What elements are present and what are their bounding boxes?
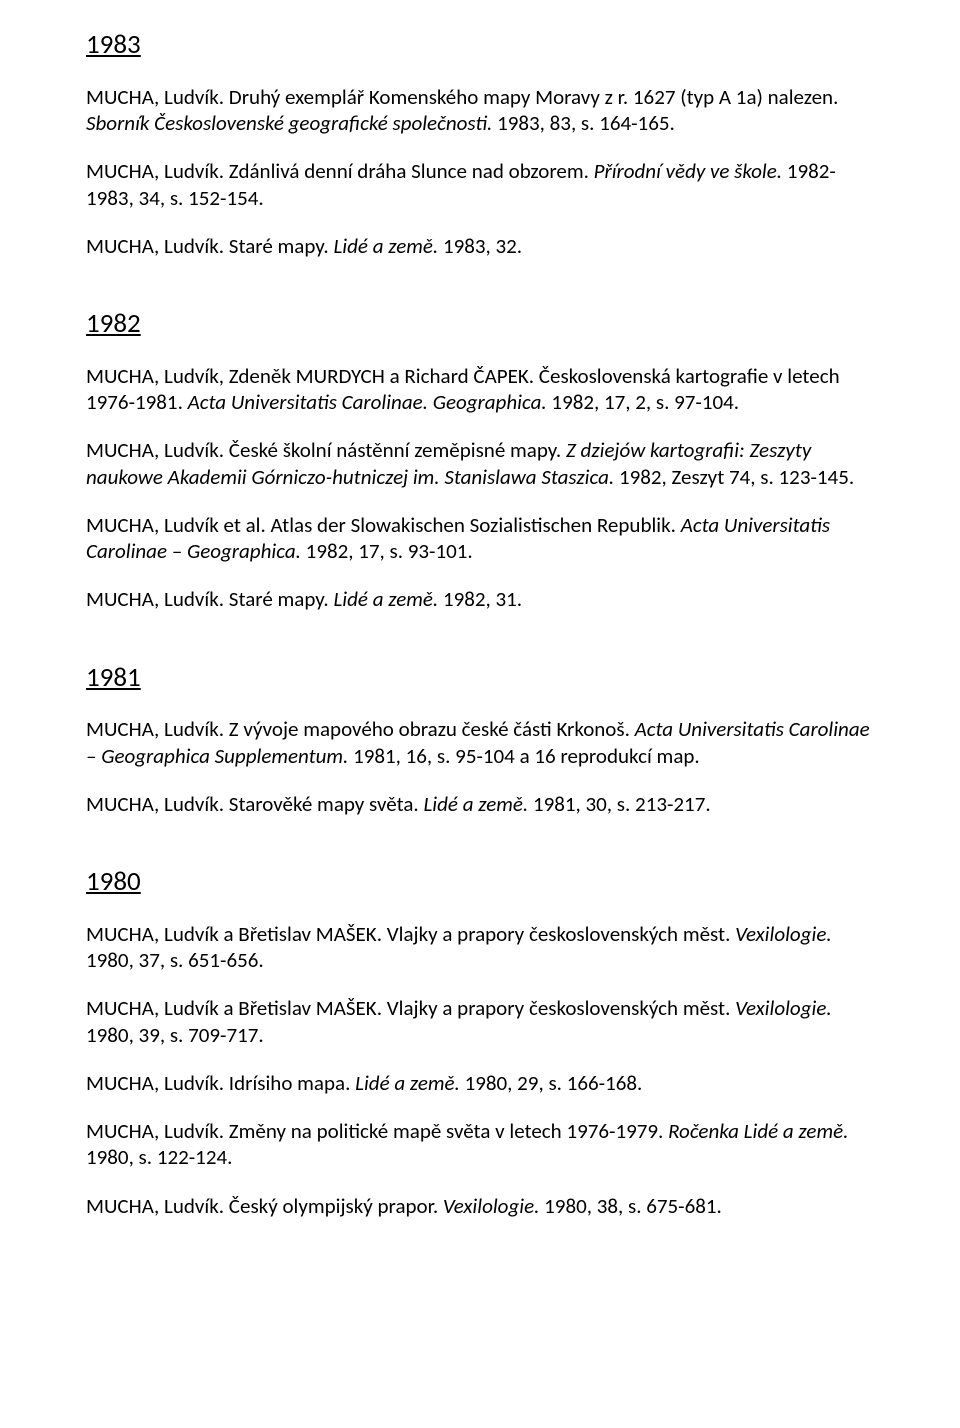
bibliography-entry: MUCHA, Ludvík. Zdánlivá denní dráha Slun… (86, 158, 874, 211)
entry-italic: Přírodní vědy ve škole. (594, 158, 782, 184)
entry-italic: Ročenka Lidé a země. (668, 1118, 848, 1144)
entry-text: 1982, 31. (438, 586, 522, 612)
entry-italic: Lidé a země. (333, 233, 438, 259)
entry-text: MUCHA, Ludvík. Změny na politické mapě s… (86, 1118, 668, 1144)
entry-text: 1983, 83, s. 164-165. (492, 110, 674, 136)
bibliography-entry: MUCHA, Ludvík. Staré mapy. Lidé a země. … (86, 233, 874, 259)
section-year-heading: 1983 (86, 28, 874, 62)
bibliography-entry: MUCHA, Ludvík. Idrísiho mapa. Lidé a zem… (86, 1070, 874, 1096)
entry-italic: Vexilologie. (735, 921, 832, 947)
section-year-heading: 1982 (86, 307, 874, 341)
entry-italic: Acta Universitatis Carolinae. Geographic… (188, 389, 547, 415)
entry-text: MUCHA, Ludvík. Druhý exemplář Komenského… (86, 84, 838, 110)
entry-text: MUCHA, Ludvík. Z vývoje mapového obrazu … (86, 716, 635, 742)
entry-text: MUCHA, Ludvík. České školní nástěnní zem… (86, 437, 566, 463)
entry-text: 1980, 29, s. 166-168. (460, 1070, 642, 1096)
entry-text: MUCHA, Ludvík. Idrísiho mapa. (86, 1070, 355, 1096)
entry-text: 1983, 32. (438, 233, 522, 259)
entry-text: 1980, 39, s. 709-717. (86, 1022, 264, 1048)
entry-italic: Sborník Československé geografické spole… (86, 110, 492, 136)
entry-text: 1981, 30, s. 213-217. (528, 791, 710, 817)
entry-text: MUCHA, Ludvík. Zdánlivá denní dráha Slun… (86, 158, 594, 184)
entry-text: MUCHA, Ludvík a Břetislav MAŠEK. Vlajky … (86, 995, 735, 1021)
entry-text: MUCHA, Ludvík. Staré mapy. (86, 233, 333, 259)
bibliography-entry: MUCHA, Ludvík. České školní nástěnní zem… (86, 437, 874, 490)
entry-text: 1982, 17, 2, s. 97-104. (547, 389, 739, 415)
entry-text: MUCHA, Ludvík. Český olympijský prapor. (86, 1193, 443, 1219)
entry-italic: Vexilologie. (735, 995, 832, 1021)
section-year-heading: 1980 (86, 865, 874, 899)
bibliography-entry: MUCHA, Ludvík a Břetislav MAŠEK. Vlajky … (86, 995, 874, 1048)
entry-italic: Vexilologie. (443, 1193, 540, 1219)
bibliography-entry: MUCHA, Ludvík a Břetislav MAŠEK. Vlajky … (86, 921, 874, 974)
entry-text: 1981, 16, s. 95-104 a 16 reprodukcí map. (348, 743, 699, 769)
entry-text: MUCHA, Ludvík a Břetislav MAŠEK. Vlajky … (86, 921, 735, 947)
bibliography-entry: MUCHA, Ludvík. Český olympijský prapor. … (86, 1193, 874, 1219)
entry-text: 1980, 37, s. 651-656. (86, 947, 264, 973)
entry-text: MUCHA, Ludvík et al. Atlas der Slowakisc… (86, 512, 681, 538)
bibliography-entry: MUCHA, Ludvík. Druhý exemplář Komenského… (86, 84, 874, 137)
entry-text: MUCHA, Ludvík. Starověké mapy světa. (86, 791, 423, 817)
entry-text: 1982, 17, s. 93-101. (301, 538, 473, 564)
entry-text: 1980, s. 122-124. (86, 1144, 232, 1170)
entry-text: 1980, 38, s. 675-681. (539, 1193, 721, 1219)
entry-text: 1982, Zeszyt 74, s. 123-145. (614, 464, 854, 490)
bibliography-entry: MUCHA, Ludvík. Starověké mapy světa. Lid… (86, 791, 874, 817)
entry-italic: Lidé a země. (355, 1070, 460, 1096)
entry-text: MUCHA, Ludvík. Staré mapy. (86, 586, 333, 612)
section-year-heading: 1981 (86, 661, 874, 695)
bibliography-entry: MUCHA, Ludvík. Staré mapy. Lidé a země. … (86, 586, 874, 612)
entry-italic: Lidé a země. (333, 586, 438, 612)
bibliography-entry: MUCHA, Ludvík et al. Atlas der Slowakisc… (86, 512, 874, 565)
bibliography-entry: MUCHA, Ludvík. Z vývoje mapového obrazu … (86, 716, 874, 769)
bibliography-entry: MUCHA, Ludvík, Zdeněk MURDYCH a Richard … (86, 363, 874, 416)
entry-italic: Lidé a země. (423, 791, 528, 817)
bibliography-entry: MUCHA, Ludvík. Změny na politické mapě s… (86, 1118, 874, 1171)
